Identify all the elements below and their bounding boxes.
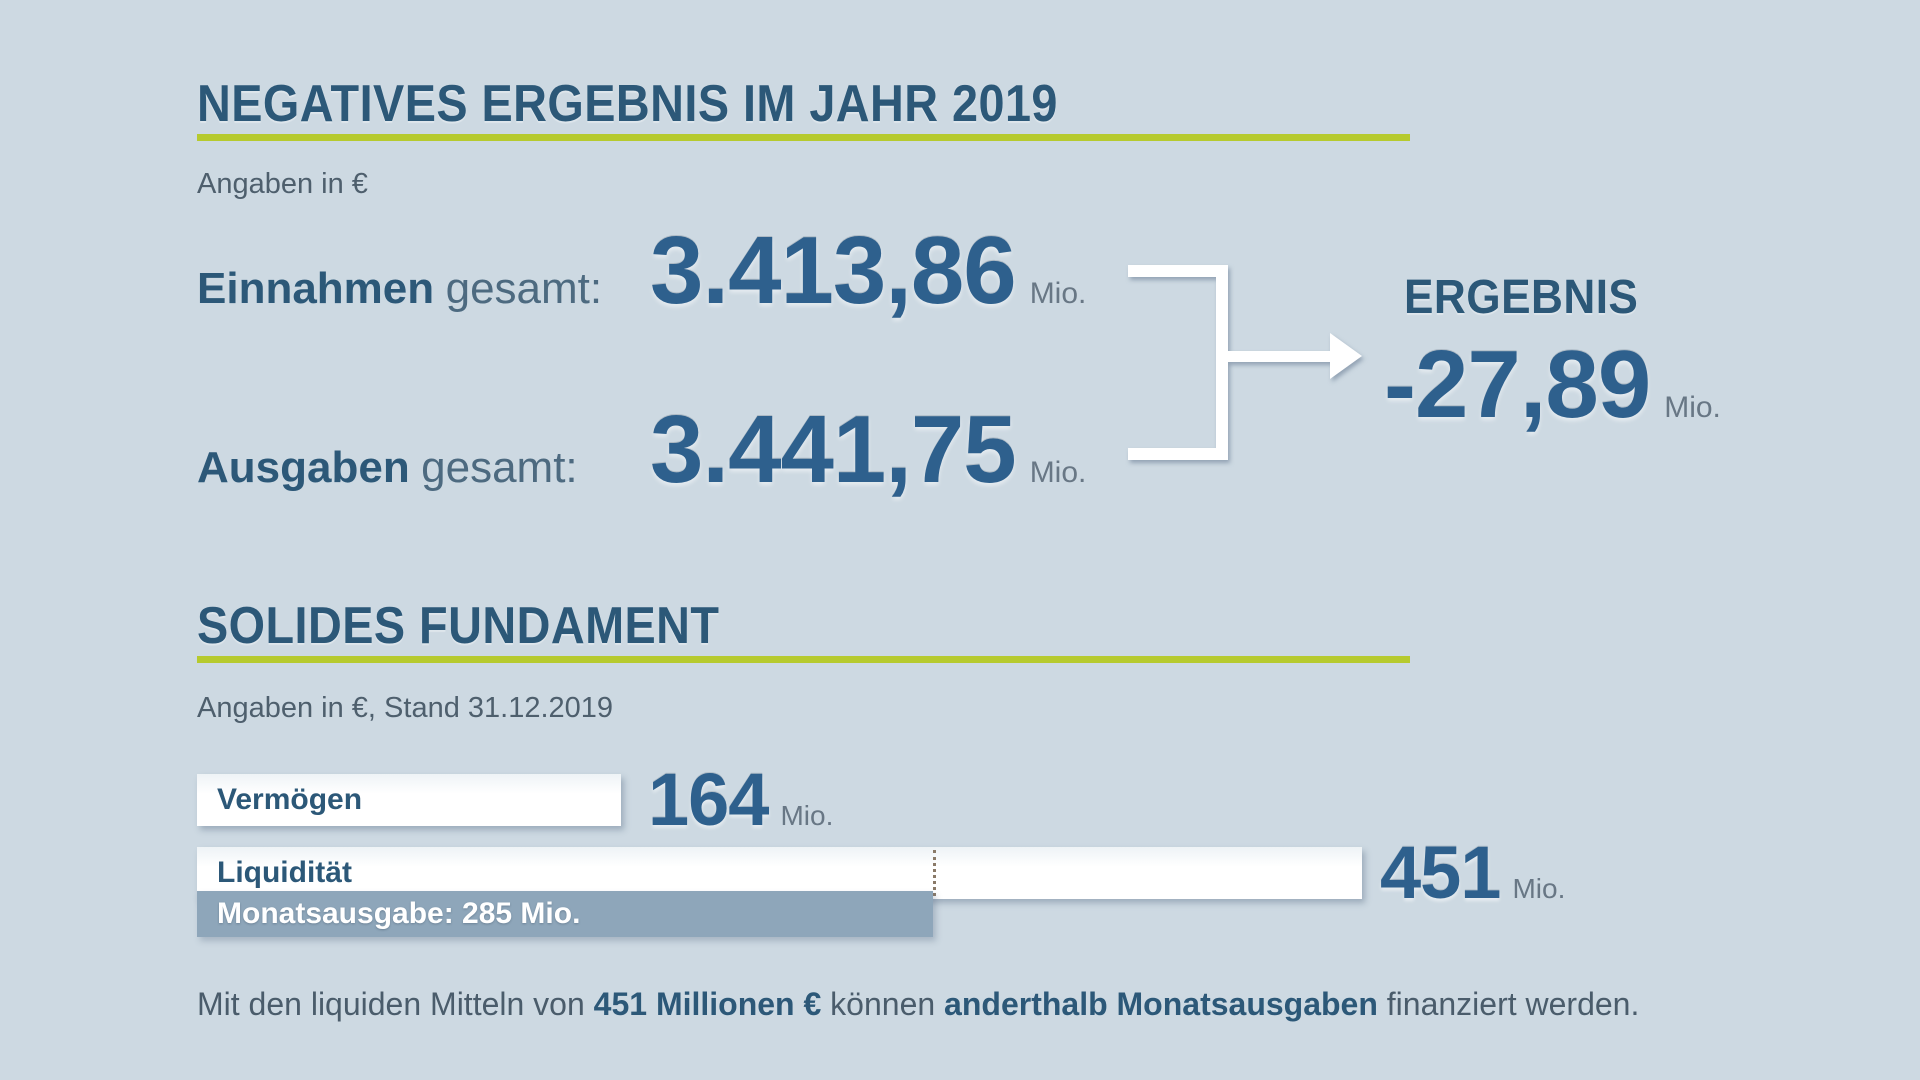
expense-label-bold: Ausgaben (197, 443, 410, 492)
expense-label: Ausgaben gesamt: (197, 446, 650, 490)
monatsausgabe-bar: Monatsausgabe: 285 Mio. (197, 891, 933, 937)
expense-unit: Mio. (1029, 456, 1087, 489)
vermoegen-bar-row: Vermögen 164 Mio. (197, 763, 833, 837)
liquiditaet-bar-row: Liquidität 451 Mio. (197, 836, 1565, 910)
expense-value: 3.441,75 (650, 396, 1017, 503)
liquiditaet-unit: Mio. (1512, 873, 1566, 904)
result-value: -27,89 (1384, 331, 1651, 438)
vermoegen-bar: Vermögen (197, 774, 621, 826)
section-result-note: Angaben in € (197, 168, 368, 200)
income-value: 3.413,86 (650, 217, 1017, 324)
income-label-bold: Einnahmen (197, 264, 435, 313)
section-fundament-note: Angaben in €, Stand 31.12.2019 (197, 692, 614, 724)
footer-part5: finanziert werden. (1377, 986, 1640, 1022)
result-title: ERGEBNIS (1404, 271, 1639, 324)
vermoegen-bar-label: Vermögen (217, 783, 363, 816)
footer-part4: anderthalb Monatsausgaben (944, 986, 1378, 1022)
arrow-shaft (1228, 351, 1330, 362)
monatsausgabe-label: Monatsausgabe: 285 Mio. (217, 897, 581, 930)
vermoegen-value: 164 (648, 758, 769, 841)
liquiditaet-number: 451 Mio. (1380, 836, 1565, 910)
income-label: Einnahmen gesamt: (197, 267, 650, 311)
section-fundament-title: SOLIDES FUNDAMENT (197, 597, 720, 655)
monthly-spend-marker (933, 850, 937, 896)
income-unit: Mio. (1029, 277, 1087, 310)
income-row: Einnahmen gesamt: 3.413,86 Mio. (197, 223, 1086, 319)
liquiditaet-bar: Liquidität (197, 847, 1362, 899)
footer-part2: 451 Millionen € (593, 986, 822, 1022)
result-unit: Mio. (1664, 391, 1721, 424)
liquiditaet-bar-label: Liquidität (217, 856, 352, 889)
section-fundament-underline (197, 656, 1410, 663)
income-label-rest: gesamt: (445, 264, 603, 313)
expense-row: Ausgaben gesamt: 3.441,75 Mio. (197, 402, 1086, 498)
arrow-head-icon (1330, 333, 1362, 379)
result-row: -27,89 Mio. (1384, 337, 1721, 433)
section-result-underline (197, 134, 1410, 141)
footer-part1: Mit den liquiden Mitteln von (197, 986, 594, 1022)
bracket-bottom-stub (1128, 448, 1228, 460)
liquiditaet-value: 451 (1380, 831, 1501, 914)
vermoegen-unit: Mio. (780, 800, 834, 831)
footer-sentence: Mit den liquiden Mitteln von 451 Million… (197, 984, 1639, 1024)
vermoegen-number: 164 Mio. (648, 763, 833, 837)
section-result-title: NEGATIVES ERGEBNIS IM JAHR 2019 (197, 75, 1058, 133)
bracket-vertical (1216, 265, 1228, 460)
footer-part3: können (821, 986, 945, 1022)
bracket-top-stub (1128, 265, 1228, 277)
expense-label-rest: gesamt: (421, 443, 578, 492)
